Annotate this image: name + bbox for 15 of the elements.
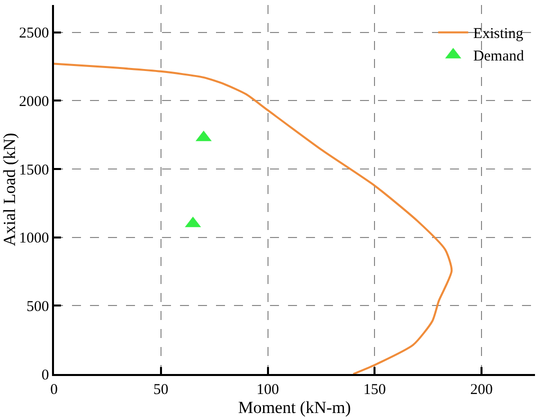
x-tick-label: 100 xyxy=(256,382,280,398)
y-tick-label: 1500 xyxy=(19,162,49,178)
line-series xyxy=(54,62,453,374)
x-tick-label: 50 xyxy=(153,382,168,398)
y-tick-label: 2500 xyxy=(19,26,49,42)
x-axis-title: Moment (kN-m) xyxy=(238,398,351,417)
y-tick-label: 500 xyxy=(26,298,49,315)
legend-label: Demand xyxy=(473,48,525,65)
legend-label: Existing xyxy=(473,26,524,42)
y-tick-label: 2000 xyxy=(19,94,49,110)
x-tick-label: 150 xyxy=(363,382,386,398)
y-tick-label: 1000 xyxy=(19,230,49,247)
x-tick-label: 200 xyxy=(470,382,493,398)
y-tick-label: 0 xyxy=(42,367,49,384)
y-axis-title: Axial Load (kN) xyxy=(0,132,19,246)
